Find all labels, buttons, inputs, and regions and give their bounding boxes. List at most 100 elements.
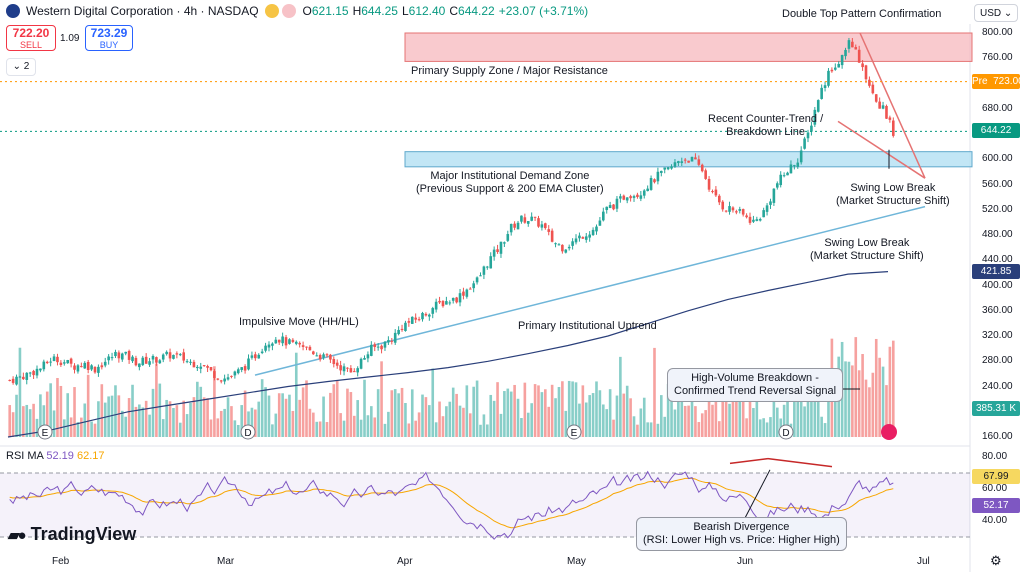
volume-bar[interactable] [775,407,779,437]
volume-bar[interactable] [301,387,305,437]
breakdown-line[interactable] [837,120,926,179]
candle-body[interactable] [796,162,800,167]
volume-bar[interactable] [93,423,97,437]
volume-bar[interactable] [428,405,431,437]
candle-body[interactable] [472,283,475,289]
candle-body[interactable] [274,339,278,344]
candle-body[interactable] [25,372,29,380]
volume-bar[interactable] [584,402,588,437]
candle-body[interactable] [700,164,704,172]
candle-body[interactable] [219,380,223,382]
volume-bar[interactable] [554,398,557,437]
volume-bar[interactable] [90,421,93,437]
volume-bar[interactable] [537,385,540,437]
candle-body[interactable] [438,300,441,303]
candle-body[interactable] [683,159,687,161]
candle-body[interactable] [516,222,520,230]
candle-body[interactable] [199,366,203,369]
volume-bar[interactable] [721,399,725,437]
candle-body[interactable] [281,336,284,344]
volume-bar[interactable] [462,407,465,437]
candle-body[interactable] [677,161,680,164]
candle-body[interactable] [479,275,482,277]
volume-bar[interactable] [127,398,131,437]
volume-bar[interactable] [557,387,561,437]
volume-bar[interactable] [718,421,721,437]
volume-bar[interactable] [544,389,547,437]
candle-body[interactable] [816,100,820,112]
candle-body[interactable] [595,226,598,232]
volume-bar[interactable] [380,361,383,437]
candle-body[interactable] [100,365,104,368]
volume-bar[interactable] [663,416,667,437]
volume-bar[interactable] [602,404,605,437]
volume-bar[interactable] [11,412,15,437]
volume-bar[interactable] [400,387,404,437]
candle-body[interactable] [506,234,510,241]
volume-bar[interactable] [765,422,769,437]
volume-bar[interactable] [22,406,25,437]
volume-bar[interactable] [755,395,759,437]
volume-bar[interactable] [639,408,643,437]
volume-bar[interactable] [632,416,636,437]
candle-body[interactable] [557,244,561,246]
volume-bar[interactable] [69,417,73,437]
volume-bar[interactable] [417,412,421,437]
annotation-double-top[interactable]: Double Top Pattern Confirmation [782,8,942,20]
candle-body[interactable] [80,366,83,368]
volume-bar[interactable] [673,409,677,437]
candle-body[interactable] [424,313,428,316]
volume-bar[interactable] [670,381,673,437]
candle-body[interactable] [49,361,52,363]
candle-body[interactable] [639,195,643,199]
candle-body[interactable] [182,352,185,361]
candle-body[interactable] [370,344,373,356]
volume-bar[interactable] [782,404,786,437]
volume-bar[interactable] [182,400,185,437]
candle-body[interactable] [230,375,233,377]
annotation-divergence[interactable]: Bearish Divergence (RSI: Lower High vs. … [636,517,847,551]
candle-body[interactable] [417,319,421,321]
candle-body[interactable] [243,366,247,371]
candle-body[interactable] [482,266,486,275]
candle-body[interactable] [260,351,264,354]
currency-select[interactable]: USD ⌄ [974,4,1018,22]
volume-bar[interactable] [438,401,441,437]
settings-gear-icon[interactable]: ⚙ [990,553,1002,568]
volume-bar[interactable] [383,423,387,437]
candle-body[interactable] [878,101,881,109]
candle-body[interactable] [608,205,612,209]
volume-bar[interactable] [612,419,615,437]
candle-body[interactable] [342,366,346,372]
volume-bar[interactable] [158,383,162,437]
volume-bar[interactable] [178,422,182,437]
candle-body[interactable] [520,215,523,222]
volume-bar[interactable] [240,405,243,437]
volume-bar[interactable] [571,381,574,437]
event-marker-icon[interactable]: D [240,424,256,440]
ema-200-line[interactable] [7,271,889,438]
candle-body[interactable] [714,189,718,196]
candle-body[interactable] [148,361,151,365]
volume-bar[interactable] [656,423,660,437]
candle-body[interactable] [738,209,742,211]
candle-body[interactable] [615,198,619,209]
candle-body[interactable] [619,196,622,199]
volume-bar[interactable] [677,392,680,437]
candle-body[interactable] [584,236,588,240]
candle-body[interactable] [731,207,735,211]
candle-body[interactable] [697,159,701,165]
volume-bar[interactable] [414,420,417,437]
candle-body[interactable] [192,361,196,368]
candle-body[interactable] [363,358,366,360]
volume-bar[interactable] [748,380,752,437]
market-status-icon[interactable] [264,4,279,18]
annotation-supply-zone[interactable]: Primary Supply Zone / Major Resistance [411,65,608,77]
volume-bar[interactable] [370,406,373,437]
candle-body[interactable] [588,234,591,238]
candle-body[interactable] [39,368,42,371]
volume-bar[interactable] [878,357,881,437]
volume-bar[interactable] [741,401,745,437]
volume-bar[interactable] [486,424,489,437]
